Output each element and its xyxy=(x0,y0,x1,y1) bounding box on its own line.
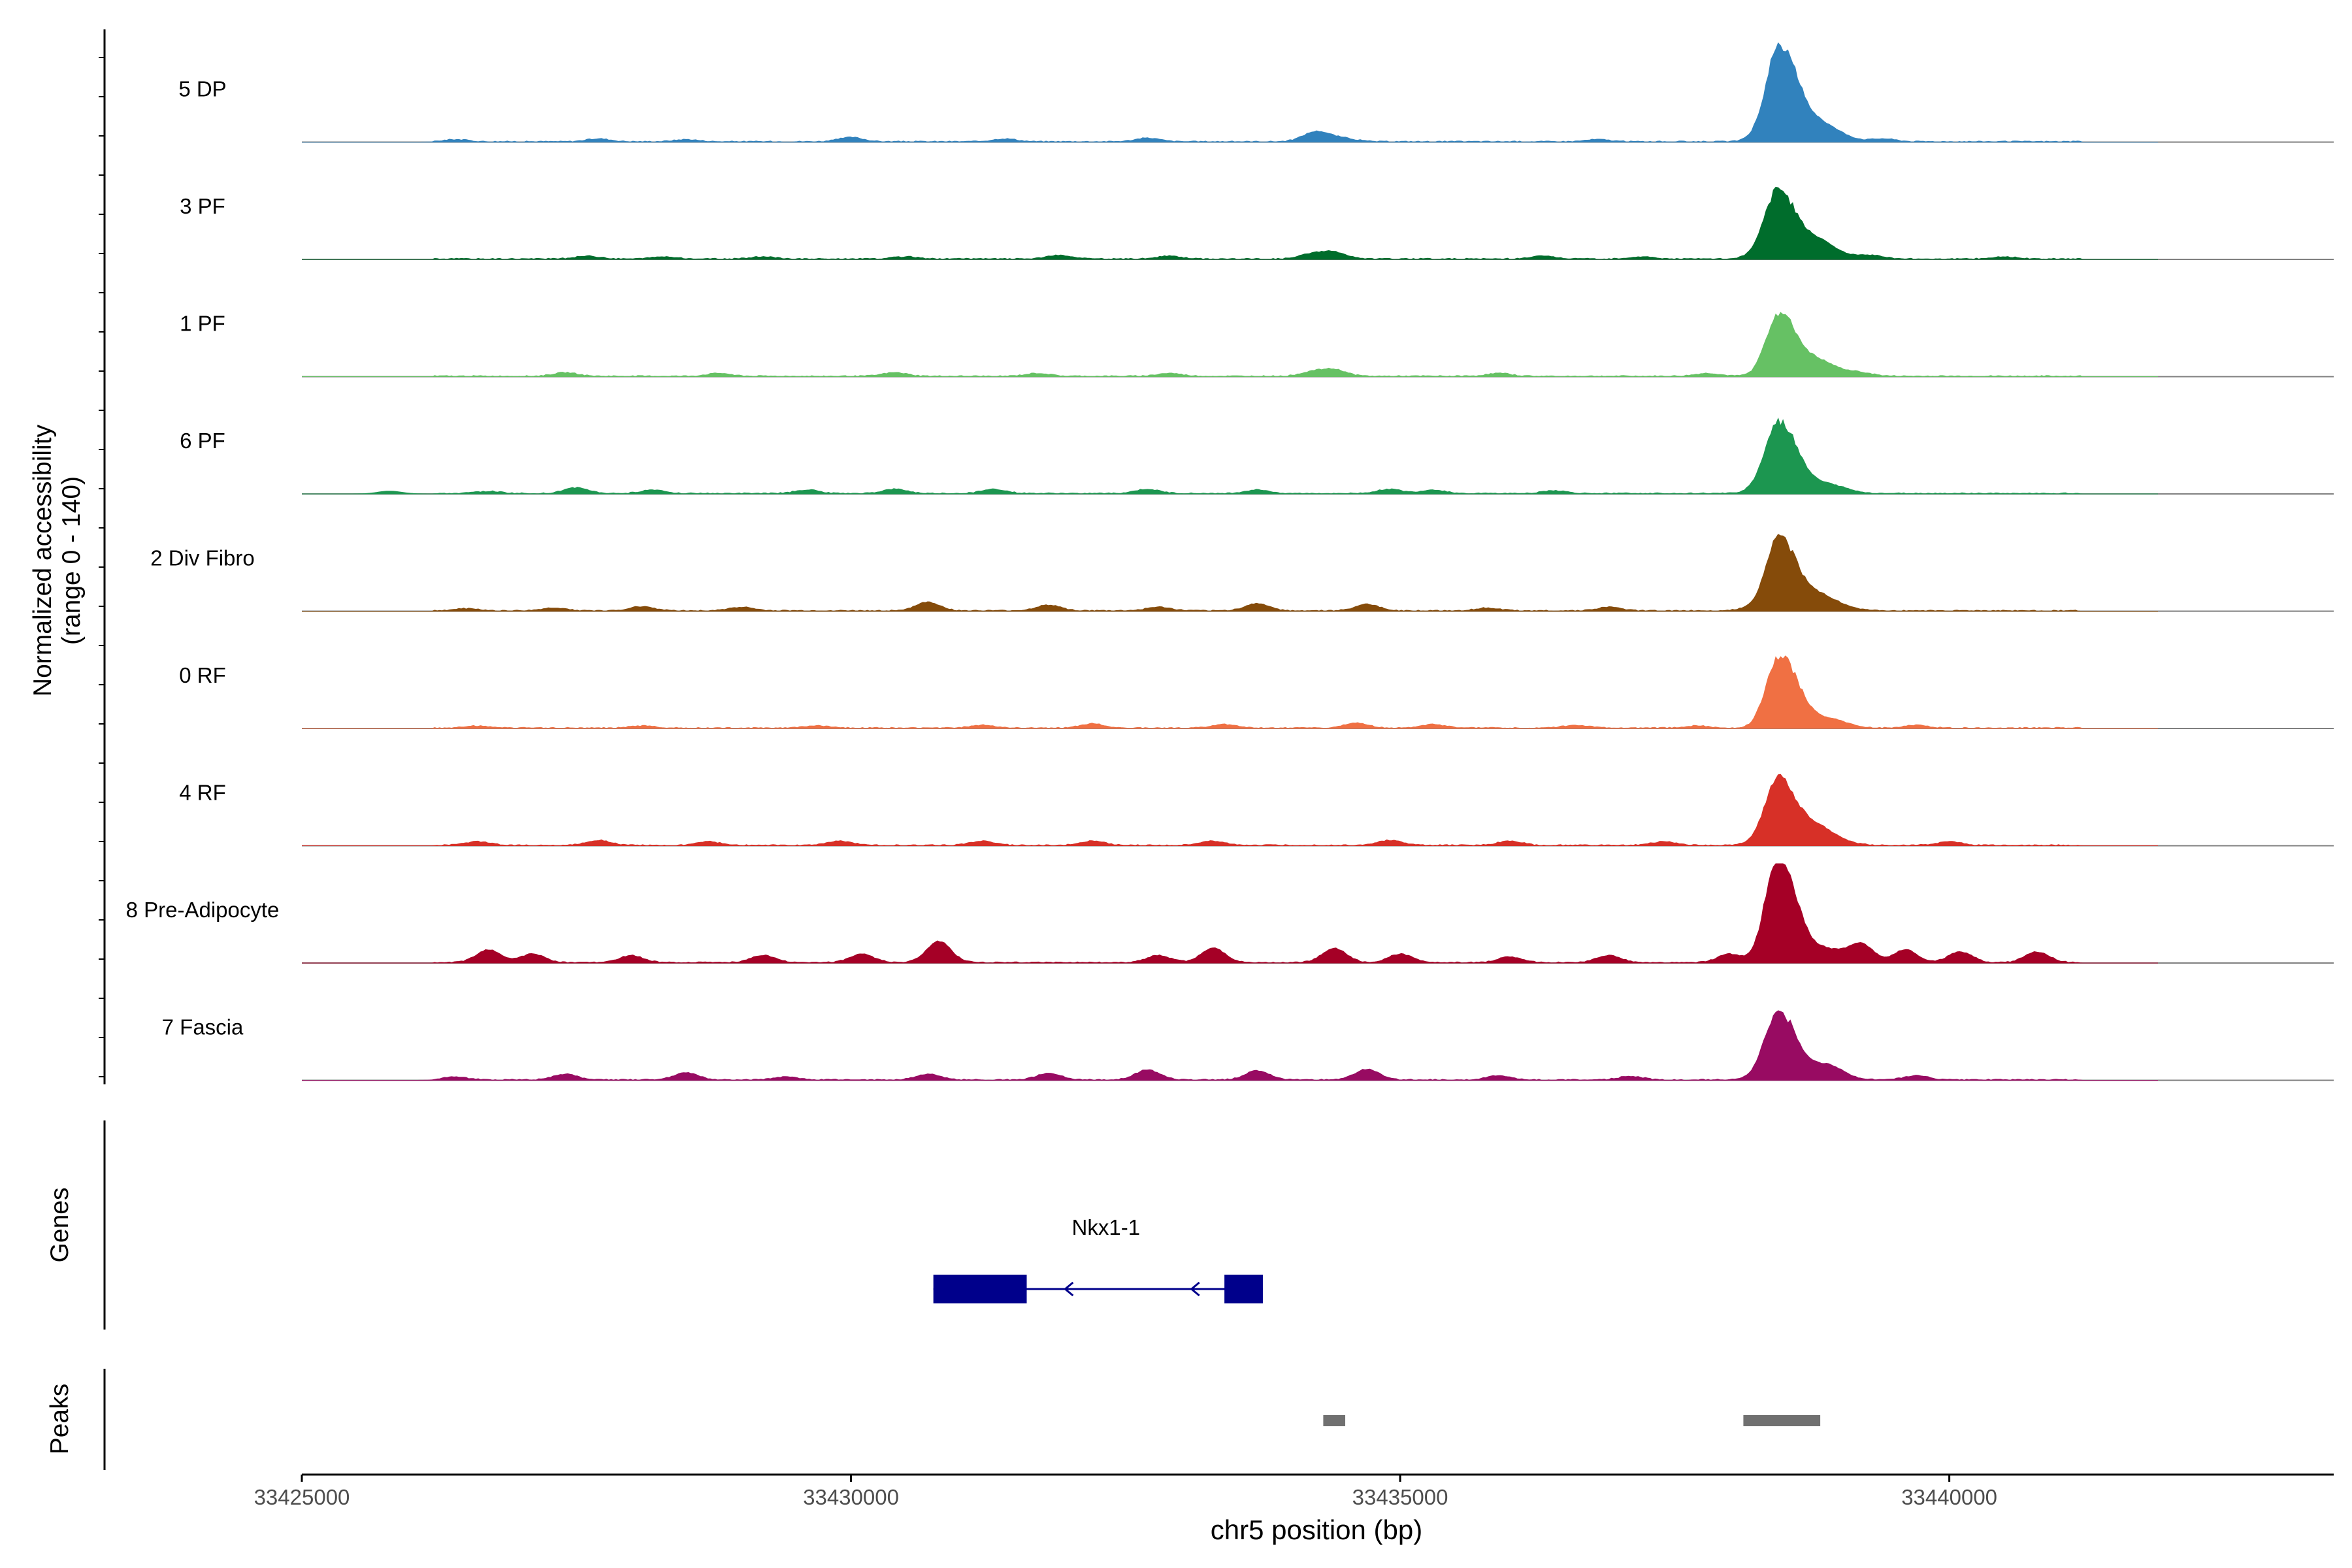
x-tick-label: 33440000 xyxy=(1901,1485,1997,1509)
coverage-area xyxy=(302,863,2158,964)
track-label: 5 DP xyxy=(178,77,226,101)
track-6-pf: 6 PF xyxy=(180,417,2334,495)
track-2-div-fibro: 2 Div Fibro xyxy=(150,534,2334,612)
strand-arrow xyxy=(1190,1281,1200,1297)
track-label: 0 RF xyxy=(179,663,226,687)
gene-exon xyxy=(1224,1275,1263,1303)
coverage-area xyxy=(302,1010,2158,1081)
coverage-area xyxy=(302,42,2158,143)
gene-nkx1-1: Nkx1-1 xyxy=(933,1215,1263,1303)
track-1-pf: 1 PF xyxy=(180,312,2334,378)
track-label: 2 Div Fibro xyxy=(150,546,255,570)
genes-axis-label: Genes xyxy=(46,1188,74,1263)
track-3-pf: 3 PF xyxy=(180,186,2334,260)
gene-label: Nkx1-1 xyxy=(1072,1215,1141,1239)
x-tick-label: 33430000 xyxy=(803,1485,899,1509)
peaks-axis-label: Peaks xyxy=(46,1384,74,1454)
axes-layer: 33425000 33430000 33435000 33440000 xyxy=(99,29,2334,1509)
x-tick-label: 33425000 xyxy=(254,1485,350,1509)
track-4-rf: 4 RF xyxy=(179,774,2334,847)
y-axis-label-range: (range 0 - 140) xyxy=(57,476,86,645)
strand-arrow xyxy=(1064,1281,1074,1297)
tracks-layer: 5 DP 3 PF 1 PF 6 PF 2 Div Fibro 0 RF 4 RF 8 Pre… xyxy=(126,42,2334,1081)
track-label: 7 Fascia xyxy=(162,1015,244,1039)
track-8-pre-adipocyte: 8 Pre-Adipocyte xyxy=(126,863,2334,964)
genes-layer: Nkx1-1 xyxy=(933,1215,1263,1303)
track-label: 8 Pre-Adipocyte xyxy=(126,898,280,922)
track-label: 6 PF xyxy=(180,429,225,453)
track-0-rf: 0 RF xyxy=(179,655,2334,729)
peaks-layer xyxy=(1323,1415,1821,1426)
peak-region xyxy=(1323,1415,1346,1426)
peak-region xyxy=(1743,1415,1821,1426)
coverage-area xyxy=(302,655,2158,729)
x-tick-label: 33435000 xyxy=(1352,1485,1448,1509)
track-label: 4 RF xyxy=(179,781,226,805)
gene-exon xyxy=(933,1275,1027,1303)
coverage-area xyxy=(302,774,2158,847)
y-axis-label: Normalized accessibility xyxy=(29,424,57,696)
coverage-area xyxy=(302,534,2158,612)
track-label: 1 PF xyxy=(180,312,225,336)
track-label: 3 PF xyxy=(180,194,225,218)
track-5-dp: 5 DP xyxy=(178,42,2334,143)
track-7-fascia: 7 Fascia xyxy=(162,1010,2334,1081)
coverage-area xyxy=(302,417,2158,495)
coverage-area xyxy=(302,312,2158,378)
x-axis-title: chr5 position (bp) xyxy=(1211,1514,1423,1545)
coverage-area xyxy=(302,186,2158,260)
